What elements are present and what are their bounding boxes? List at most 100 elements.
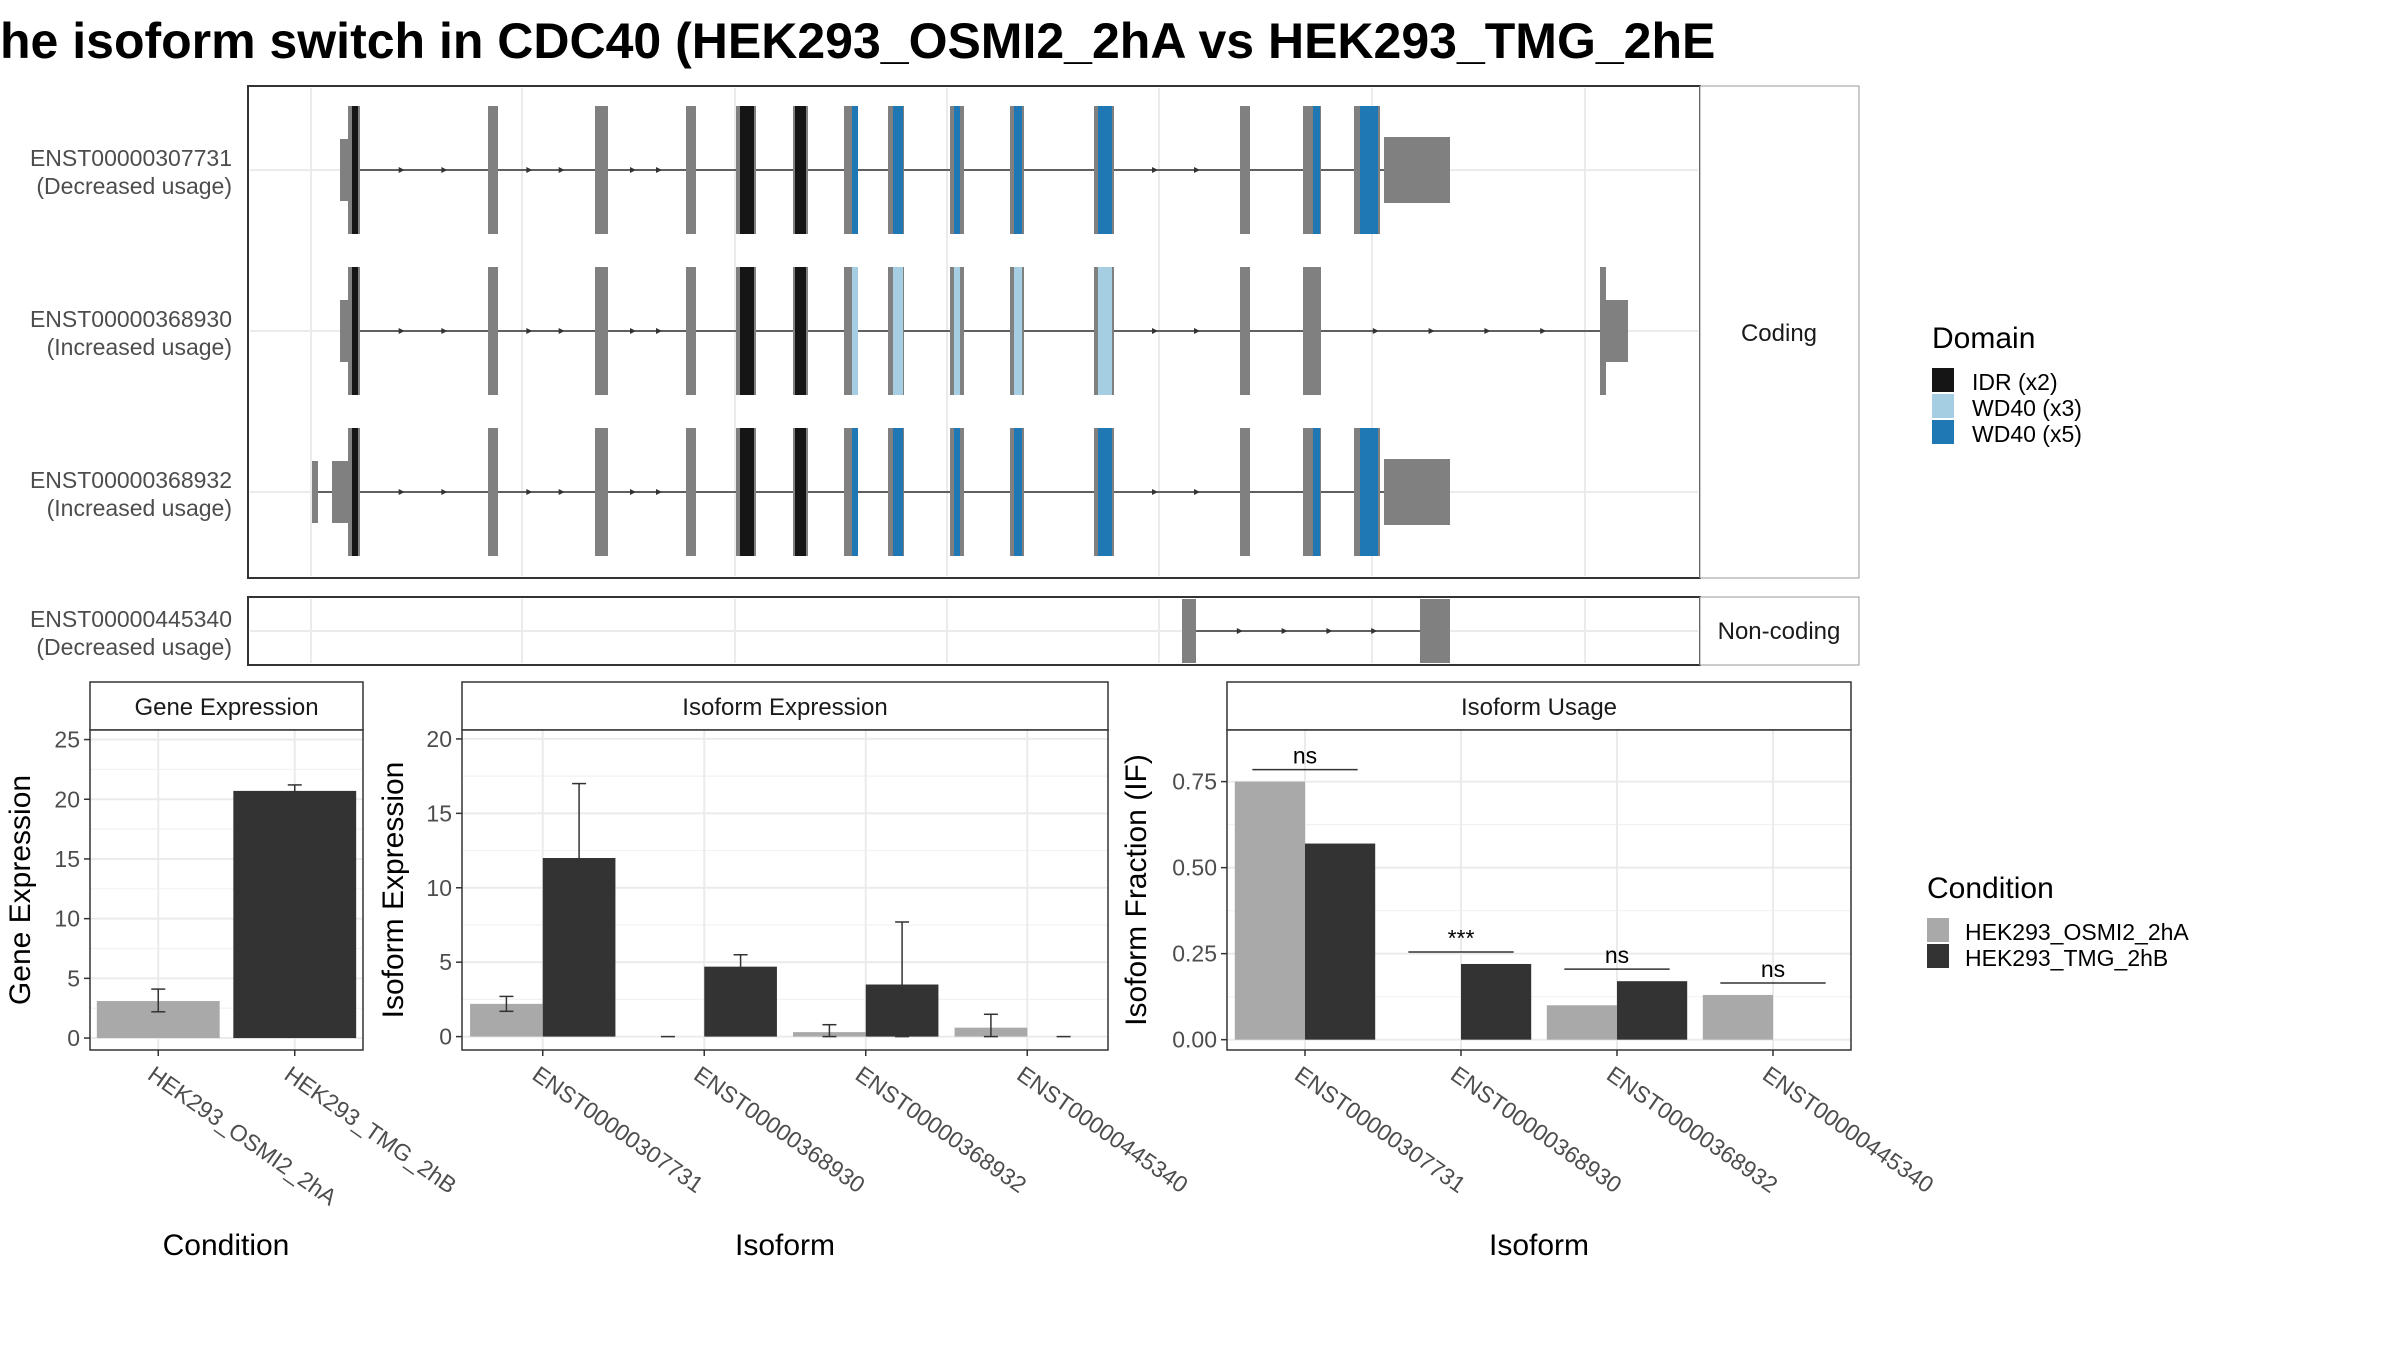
legend-swatch-idr: [1932, 368, 1954, 392]
x-tick-label: ENST00000368932: [1602, 1061, 1782, 1198]
y-tick-label: 0.25: [1172, 941, 1217, 967]
wd40-domain: [1360, 428, 1378, 556]
exon-block: [595, 267, 608, 395]
x-tick-label: ENST00000445340: [1012, 1061, 1192, 1198]
idr-domain: [352, 267, 358, 395]
exon-block: [1420, 599, 1450, 663]
panel-title: Gene Expression: [134, 694, 318, 721]
error-bar: [895, 921, 910, 1038]
bar: [1546, 1005, 1617, 1040]
exon-block: [488, 106, 498, 234]
y-tick-label: 20: [54, 786, 80, 812]
x-tick-label: ENST00000445340: [1758, 1061, 1938, 1198]
x-tick-label: ENST00000368932: [851, 1061, 1031, 1198]
panel-frame: [461, 729, 1109, 1051]
significance-label: ns: [1605, 942, 1629, 968]
exon-block: [1240, 428, 1250, 556]
panel-strip: [89, 681, 364, 731]
y-axis-title: Gene Expression: [4, 775, 37, 1005]
legend-swatch-wd40-x3: [1932, 394, 1954, 418]
noncoding-strip-label: Non-coding: [1718, 618, 1841, 645]
domain-legend-title: Domain: [1932, 322, 2035, 355]
legend-label-idr: IDR (x2): [1972, 369, 2058, 395]
y-tick-label: 10: [426, 875, 452, 901]
legend-label-wd40-x5: WD40 (x5): [1972, 421, 2082, 447]
x-tick-label: ENST00000368930: [689, 1061, 869, 1198]
y-tick-label: 0.00: [1172, 1027, 1217, 1053]
exon-block: [1240, 106, 1250, 234]
exon-block: [595, 106, 608, 234]
isoform-label-1-usage: (Decreased usage): [36, 173, 232, 199]
utr-block: [312, 461, 318, 523]
bar: [233, 790, 357, 1039]
wd40-domain: [1098, 428, 1112, 556]
bar-panel-2: Isoform Expression 0 5 10 15 20 ENST0000030773…: [377, 681, 1193, 1262]
bar: [1305, 843, 1376, 1040]
idr-domain: [740, 428, 754, 556]
utr-block: [1384, 137, 1450, 203]
wd40-domain: [954, 428, 960, 556]
legend-swatch-cond1: [1927, 918, 1949, 942]
domain-legend: Domain IDR (x2) WD40 (x3) WD40 (x5): [1932, 322, 2082, 447]
panel-strip: [1226, 681, 1852, 731]
error-bar: [822, 1023, 837, 1038]
y-tick-label: 0: [67, 1025, 80, 1051]
exon-block: [1303, 267, 1321, 395]
error-bar: [983, 1013, 998, 1038]
error-bar: [733, 953, 748, 980]
idr-domain: [795, 267, 806, 395]
transcript-model-1: [340, 106, 1450, 234]
wd40-domain: [852, 267, 858, 395]
y-tick-label: 0.75: [1172, 769, 1217, 795]
x-tick-label: ENST00000307731: [528, 1061, 708, 1198]
bar: [1461, 963, 1532, 1040]
exon-block: [686, 267, 696, 395]
y-axis-title: Isoform Fraction (IF): [1120, 754, 1153, 1026]
wd40-domain: [852, 106, 858, 234]
panel-title: Isoform Expression: [682, 694, 887, 721]
utr-block: [340, 300, 348, 362]
isoform-label-4-usage: (Decreased usage): [36, 634, 232, 660]
isoform-label-4-id: ENST00000445340: [30, 606, 232, 632]
noncoding-strip: [1699, 596, 1860, 666]
isoform-label-2-id: ENST00000368930: [30, 306, 232, 332]
isoform-label-1-id: ENST00000307731: [30, 145, 232, 171]
utr-block: [340, 139, 348, 201]
wd40-domain: [893, 267, 903, 395]
idr-domain: [352, 428, 358, 556]
exon-block: [686, 428, 696, 556]
error-bar: [287, 784, 302, 798]
bar: [1617, 981, 1688, 1040]
wd40-domain: [1014, 267, 1022, 395]
y-axis-title: Isoform Expression: [377, 762, 410, 1019]
wd40-domain: [1360, 106, 1378, 234]
legend-label-cond2: HEK293_TMG_2hB: [1965, 945, 2168, 971]
bar-panels: Gene Expression0510152025HEK293_OSMI2_2h…: [4, 681, 1939, 1262]
y-tick-label: 5: [439, 949, 452, 975]
x-axis-title: Isoform: [735, 1229, 835, 1262]
y-tick-label: 25: [54, 727, 80, 753]
condition-legend-title: Condition: [1927, 872, 2054, 905]
transcript-structure-panel: Coding Non-coding ENST00000307731 (Decre…: [30, 85, 1860, 666]
legend-label-cond1: HEK293_OSMI2_2hA: [1965, 919, 2189, 945]
exon-block: [332, 461, 348, 523]
exon-block: [1600, 267, 1606, 395]
exon-block: [1182, 599, 1196, 663]
significance-label: ***: [1448, 925, 1475, 951]
x-axis-title: Condition: [163, 1229, 290, 1262]
y-tick-label: 5: [67, 965, 80, 991]
y-tick-label: 0: [439, 1024, 452, 1050]
bar: [1702, 994, 1773, 1040]
isoform-label-3-usage: (Increased usage): [47, 495, 232, 521]
wd40-domain: [893, 106, 903, 234]
y-tick-label: 15: [54, 846, 80, 872]
error-bar: [499, 995, 514, 1013]
wd40-domain: [1098, 106, 1112, 234]
coding-strip-label: Coding: [1741, 320, 1817, 347]
bar: [1234, 781, 1305, 1040]
error-bar: [151, 988, 166, 1013]
panel-frame: [1226, 729, 1852, 1051]
bar-panel-3: Isoform Usage 0.00 0.25 0.50 0.75 ns *** ns ns EN…: [1120, 681, 1939, 1262]
legend-swatch-wd40-x5: [1932, 420, 1954, 444]
